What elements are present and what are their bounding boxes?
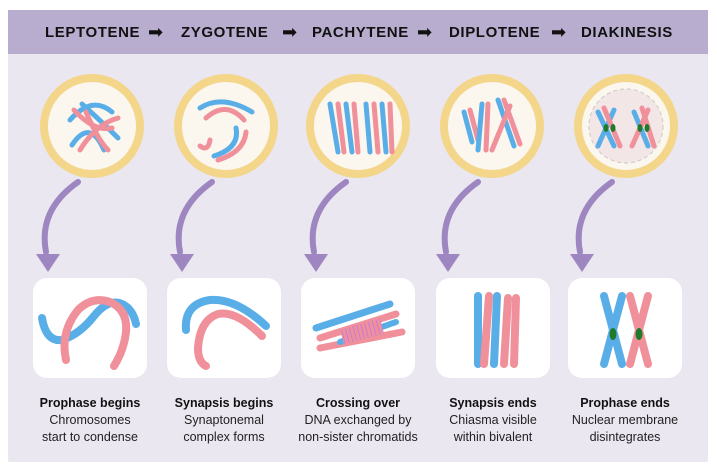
caption-title-diakinesis: Prophase ends: [580, 396, 670, 410]
right-arrow-icon: ➡: [282, 22, 298, 42]
chiasma-markers: [609, 328, 643, 340]
cell-zygotene: [174, 74, 278, 178]
caption-title-diplotene: Synapsis ends: [449, 396, 537, 410]
caption-title-pachytene: Crossing over: [315, 396, 401, 410]
right-arrow-icon: ➡: [417, 22, 433, 42]
caption-desc-diplotene: Chiasma visible within bivalent: [449, 413, 537, 444]
right-arrow-icon: ➡: [551, 22, 567, 42]
caption-desc-zygotene: Synaptonemal complex forms: [183, 413, 265, 444]
stage-label-zygotene: ZYGOTENE: [181, 24, 269, 41]
caption-title-leptotene: Prophase begins: [39, 396, 141, 410]
cell-diakinesis: [574, 74, 678, 178]
cell-leptotene: [40, 74, 144, 178]
stage-label-pachytene: PACHYTENE: [312, 24, 409, 41]
stage-header-bar: [8, 10, 708, 54]
caption-desc-leptotene: Chromosomes start to condense: [42, 413, 138, 444]
cell-pachytene: [306, 74, 410, 178]
caption-desc-diakinesis: Nuclear membrane disintegrates: [571, 413, 679, 444]
stage-label-diakinesis: DIAKINESIS: [581, 24, 673, 41]
cell-diplotene: [440, 74, 544, 178]
right-arrow-icon: ➡: [148, 22, 164, 42]
caption-desc-pachytene: DNA exchanged by non-sister chromatids: [298, 413, 418, 444]
stage-label-leptotene: LEPTOTENE: [45, 24, 141, 41]
curved-down-arrow-icon: [41, 179, 615, 255]
curved-arrow-heads: [36, 254, 594, 272]
stage-label-diplotene: DIPLOTENE: [449, 24, 541, 41]
caption-title-zygotene: Synapsis begins: [174, 396, 274, 410]
